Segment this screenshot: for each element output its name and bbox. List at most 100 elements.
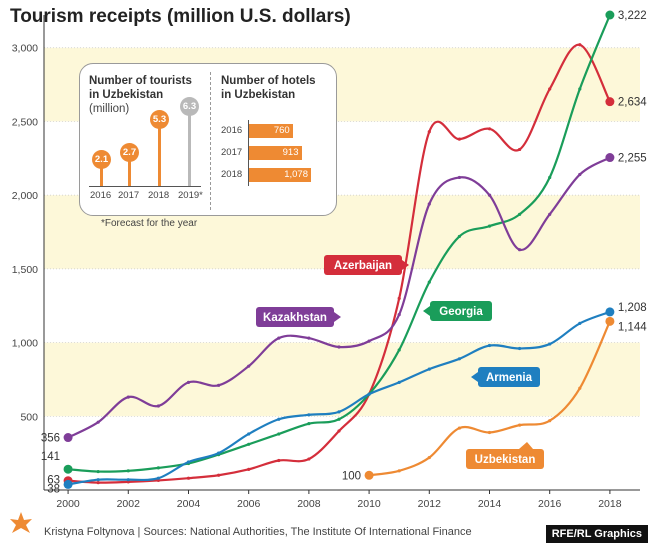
- data-point: [156, 466, 160, 470]
- data-point: [457, 234, 461, 239]
- series-end-marker: [605, 153, 615, 163]
- data-point: [156, 476, 160, 480]
- data-point: [307, 336, 311, 340]
- series-name-tag-kazakhstan: Kazakhstan: [256, 307, 341, 327]
- graphics-credit: RFE/RL Graphics: [545, 525, 648, 543]
- hotel-bar: 760: [249, 124, 293, 138]
- uzbekistan-inset-box: Number of tourists in Uzbekistan (millio…: [79, 63, 337, 216]
- data-point: [578, 321, 582, 326]
- series-start-marker: [63, 464, 73, 474]
- series-name-tag-bg: [478, 367, 540, 387]
- series-start-label: 100: [342, 470, 361, 482]
- lollipop-stem: [100, 159, 103, 186]
- lollipop-baseline: [89, 186, 201, 187]
- data-point: [186, 460, 191, 464]
- data-point: [156, 404, 160, 408]
- data-point: [126, 478, 130, 482]
- data-point: [578, 87, 582, 91]
- hotel-bar: 1,078: [249, 168, 311, 182]
- series-end-marker: [605, 316, 615, 326]
- series-name-tag-pointer: [519, 442, 533, 449]
- data-point: [126, 395, 130, 399]
- series-end-label: 1,144: [618, 321, 647, 333]
- x-tick-label: 2008: [297, 498, 321, 510]
- series-end-marker: [605, 307, 615, 317]
- data-point: [186, 476, 191, 480]
- data-point: [487, 193, 492, 197]
- data-point: [247, 432, 251, 436]
- x-tick-label: 2010: [357, 498, 381, 510]
- lollipop-value-label: 2.1: [92, 150, 111, 170]
- data-point: [457, 175, 461, 180]
- hotel-year-label: 2018: [221, 169, 243, 180]
- data-point: [277, 336, 281, 340]
- background-band: [44, 342, 640, 417]
- series-start-marker: [63, 433, 73, 443]
- data-point: [548, 175, 552, 180]
- lollipop-year-label: 2016: [90, 190, 112, 201]
- data-point: [216, 473, 221, 477]
- data-point: [457, 357, 461, 361]
- series-end-label: 1,208: [618, 302, 647, 314]
- data-point: [247, 442, 251, 446]
- series-start-label: 141: [41, 451, 60, 463]
- series-name-tag-bg: [256, 307, 334, 327]
- data-point: [487, 430, 492, 435]
- data-point: [397, 469, 401, 473]
- source-note: Kristyna Foltynova | Sources: National A…: [44, 526, 472, 538]
- lollipop-value-label: 5.3: [150, 109, 169, 129]
- series-name-label: Armenia: [486, 372, 533, 384]
- data-point: [337, 417, 341, 421]
- data-point: [367, 392, 371, 396]
- data-point: [397, 380, 401, 384]
- data-point: [96, 420, 100, 424]
- x-tick-label: 2018: [598, 498, 622, 510]
- data-point: [517, 423, 522, 427]
- lollipop-stem: [158, 118, 161, 186]
- lollipop-year-label: 2018: [148, 190, 170, 201]
- data-point: [277, 417, 281, 421]
- series-name-tag-pointer: [471, 372, 478, 382]
- series-name-tag-bg: [430, 301, 492, 321]
- data-point: [247, 364, 251, 368]
- data-point: [517, 212, 522, 216]
- data-point: [397, 296, 401, 300]
- data-point: [216, 383, 221, 387]
- y-tick-label: 3,000: [12, 43, 38, 55]
- data-point: [216, 451, 221, 455]
- y-tick-label: 500: [20, 411, 38, 423]
- y-tick-label: 1,500: [12, 264, 38, 276]
- lollipop-year-label: 2019*: [178, 190, 203, 201]
- data-point: [156, 478, 160, 483]
- data-point: [578, 172, 582, 177]
- data-point: [578, 386, 582, 390]
- hotel-year-label: 2017: [221, 147, 243, 158]
- series-name-label: Azerbaijan: [334, 260, 392, 272]
- data-point: [517, 248, 522, 252]
- x-tick-label: 2016: [538, 498, 562, 510]
- series-name-tag-uzbekistan: Uzbekistan: [466, 442, 544, 469]
- data-point: [548, 87, 552, 91]
- data-point: [337, 429, 341, 433]
- series-end-label: 2,255: [618, 153, 647, 165]
- series-name-tag-armenia: Armenia: [471, 367, 540, 387]
- lollipop-stem: [188, 106, 191, 186]
- data-point: [96, 469, 100, 474]
- series-name-label: Kazakhstan: [263, 312, 327, 324]
- x-tick-label: 2012: [418, 498, 442, 510]
- data-point: [548, 342, 552, 346]
- inset-footnote: *Forecast for the year: [101, 218, 198, 229]
- data-point: [96, 478, 100, 482]
- hotel-year-label: 2016: [221, 125, 243, 136]
- data-point: [548, 212, 552, 216]
- x-tick-label: 2002: [117, 498, 141, 510]
- data-point: [427, 202, 431, 206]
- series-name-tag-pointer: [334, 312, 341, 322]
- series-name-tag-azerbaijan: Azerbaijan: [324, 255, 409, 275]
- data-point: [427, 455, 431, 460]
- data-point: [457, 137, 461, 141]
- data-point: [247, 467, 251, 471]
- data-point: [427, 130, 431, 134]
- series-end-marker: [605, 97, 615, 107]
